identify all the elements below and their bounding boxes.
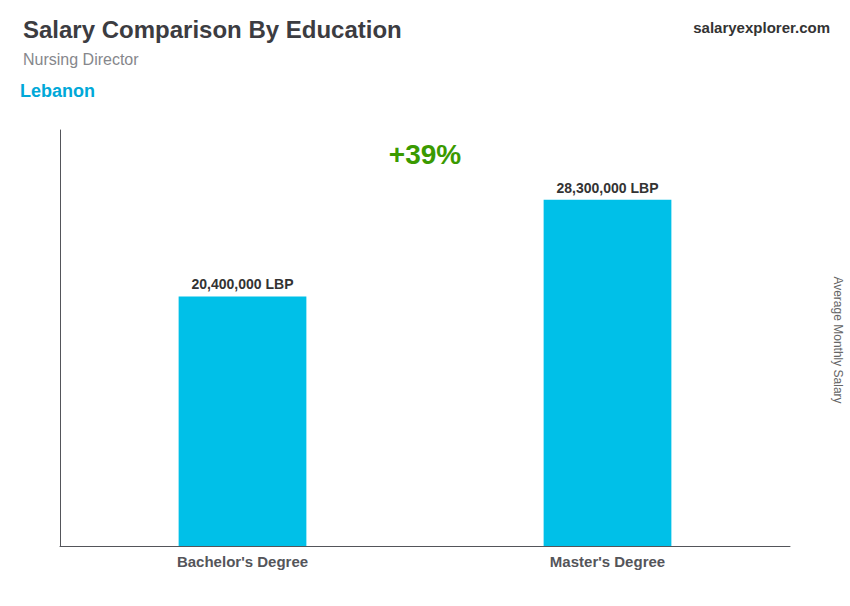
svg-text:Nursing Director: Nursing Director	[23, 51, 139, 68]
svg-text:Salary Comparison By Education: Salary Comparison By Education	[23, 16, 402, 43]
svg-text:Average Monthly Salary: Average Monthly Salary	[831, 276, 845, 403]
svg-text:Lebanon: Lebanon	[20, 81, 95, 101]
svg-text:Bachelor's Degree: Bachelor's Degree	[177, 553, 308, 570]
svg-text:Master's Degree: Master's Degree	[550, 553, 665, 570]
svg-text:28,300,000 LBP: 28,300,000 LBP	[557, 180, 659, 196]
svg-text:20,400,000 LBP: 20,400,000 LBP	[192, 276, 294, 292]
svg-text:+39%: +39%	[389, 139, 461, 170]
svg-text:salaryexplorer.com: salaryexplorer.com	[693, 19, 830, 36]
